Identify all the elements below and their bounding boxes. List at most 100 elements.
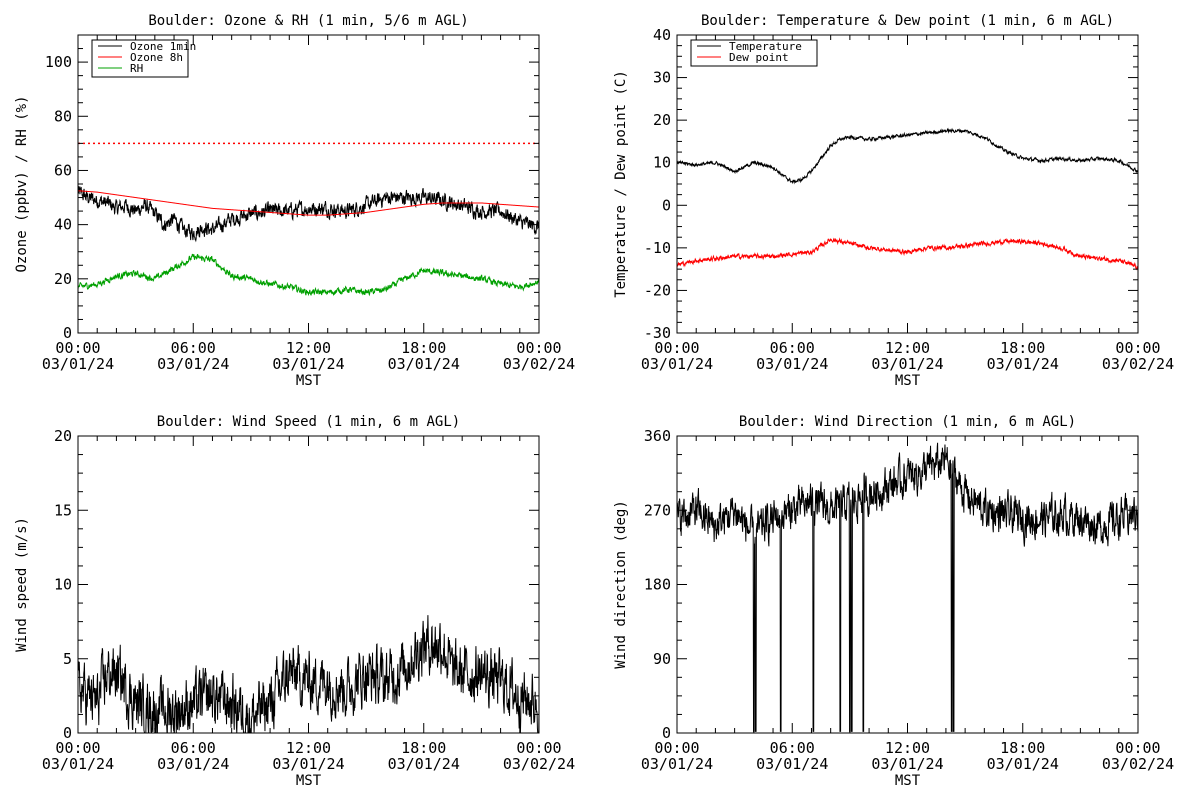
y-tick-label: 20	[54, 270, 72, 288]
x-tick-time-label: 00:00	[654, 739, 699, 757]
x-tick-time-label: 18:00	[1000, 339, 1045, 357]
x-tick-time-label: 00:00	[55, 739, 100, 757]
x-tick-time-label: 06:00	[770, 739, 815, 757]
series-line-trace	[676, 442, 1139, 732]
y-tick-label: 15	[54, 501, 72, 519]
plot-area	[77, 142, 540, 297]
legend-label-rh: RH	[130, 62, 143, 75]
y-tick-label: 0	[662, 724, 671, 742]
y-tick-label: 80	[54, 107, 72, 125]
chart-panel-3: Boulder: Wind Speed (1 min, 6 m AGL) 0 5 10…	[14, 414, 575, 789]
y-tick-label: 40	[653, 26, 671, 44]
y-tick-label: -10	[644, 239, 671, 257]
axes-frame	[77, 34, 540, 334]
y-tick-label: 0	[63, 324, 72, 342]
x-tick-date-label: 03/01/24	[388, 355, 460, 373]
y-tick-label: 100	[45, 53, 72, 71]
x-tick-date-label: 03/01/24	[987, 355, 1059, 373]
y-tick-label: 270	[644, 501, 671, 519]
y-tick-label: 40	[54, 216, 72, 234]
x-tick-date-label: 03/01/24	[756, 755, 828, 773]
x-tick-date-label: 03/01/24	[272, 355, 344, 373]
x-tick-date-label: 03/01/24	[987, 755, 1059, 773]
x-tick-time-label: 00:00	[516, 739, 561, 757]
x-tick-date-label: 03/01/24	[42, 755, 114, 773]
x-tick-time-label: 00:00	[55, 339, 100, 357]
y-tick-label: 0	[63, 724, 72, 742]
series-line-trace	[77, 615, 540, 734]
plot-area	[676, 127, 1139, 271]
x-axis-label: MST	[895, 773, 921, 789]
series-line-ozone-1min	[77, 186, 540, 243]
x-tick-time-label: 06:00	[171, 739, 216, 757]
x-tick-date-label: 03/01/24	[157, 755, 229, 773]
x-axis-label: MST	[296, 373, 322, 389]
x-tick-date-label: 03/01/24	[157, 355, 229, 373]
plot-area	[77, 615, 540, 734]
y-tick-label: 180	[644, 576, 671, 594]
x-tick-time-label: 18:00	[401, 339, 446, 357]
x-tick-time-label: 12:00	[286, 339, 331, 357]
chart-panel-1: Boulder: Ozone & RH (1 min, 5/6 m AGL) 0 2…	[14, 13, 575, 389]
y-tick-label: 10	[653, 154, 671, 172]
y-tick-label: 10	[54, 576, 72, 594]
y-tick-label: 20	[653, 111, 671, 129]
y-tick-label: -30	[644, 324, 671, 342]
x-tick-time-label: 00:00	[1115, 339, 1160, 357]
x-tick-time-label: 12:00	[286, 739, 331, 757]
x-tick-date-label: 03/01/24	[641, 755, 713, 773]
x-tick-date-label: 03/02/24	[503, 355, 575, 373]
series-line-temperature	[676, 127, 1139, 185]
chart-title: Boulder: Temperature & Dew point (1 min,…	[701, 13, 1114, 29]
x-tick-date-label: 03/02/24	[1102, 755, 1174, 773]
legend-box	[690, 39, 818, 67]
y-tick-label: 360	[644, 427, 671, 445]
x-tick-time-label: 00:00	[516, 339, 561, 357]
x-tick-time-label: 18:00	[401, 739, 446, 757]
legend-label-ozone-8h: Ozone 8h	[130, 51, 183, 64]
x-axis-label: MST	[296, 773, 322, 789]
chart-title: Boulder: Ozone & RH (1 min, 5/6 m AGL)	[148, 13, 468, 29]
legend-label-ozone-1min: Ozone 1min	[130, 40, 196, 53]
y-axis-label: Temperature / Dew point (C)	[613, 70, 629, 298]
chart-panel-2: Boulder: Temperature & Dew point (1 min,…	[613, 13, 1174, 389]
x-tick-time-label: 00:00	[1115, 739, 1160, 757]
chart-title: Boulder: Wind Direction (1 min, 6 m AGL)	[739, 414, 1076, 430]
legend-label-dew-point: Dew point	[729, 51, 789, 64]
x-tick-date-label: 03/01/24	[871, 355, 943, 373]
x-axis-label: MST	[895, 373, 921, 389]
y-tick-label: 20	[54, 427, 72, 445]
y-tick-label: 5	[63, 650, 72, 668]
x-tick-date-label: 03/02/24	[1102, 355, 1174, 373]
series-line-ozone-8h	[77, 190, 540, 216]
chart-title: Boulder: Wind Speed (1 min, 6 m AGL)	[157, 414, 460, 430]
y-axis-label: Wind direction (deg)	[613, 500, 629, 669]
x-tick-date-label: 03/01/24	[756, 355, 828, 373]
y-axis-label: Ozone (ppbv) / RH (%)	[14, 95, 30, 272]
y-tick-label: 30	[653, 69, 671, 87]
x-tick-time-label: 06:00	[770, 339, 815, 357]
x-tick-time-label: 18:00	[1000, 739, 1045, 757]
y-axis-label: Wind speed (m/s)	[14, 517, 30, 652]
x-tick-time-label: 06:00	[171, 339, 216, 357]
axes-frame	[676, 34, 1139, 334]
x-tick-date-label: 03/01/24	[871, 755, 943, 773]
x-tick-date-label: 03/02/24	[503, 755, 575, 773]
x-tick-time-label: 00:00	[654, 339, 699, 357]
x-tick-time-label: 12:00	[885, 339, 930, 357]
axes-frame	[676, 435, 1139, 734]
x-tick-time-label: 12:00	[885, 739, 930, 757]
chart-panel-4: Boulder: Wind Direction (1 min, 6 m AGL)…	[613, 414, 1174, 789]
series-line-rh	[77, 253, 540, 297]
x-tick-date-label: 03/01/24	[641, 355, 713, 373]
y-tick-label: 60	[54, 161, 72, 179]
y-tick-label: 0	[662, 196, 671, 214]
y-tick-label: 90	[653, 650, 671, 668]
x-tick-date-label: 03/01/24	[388, 755, 460, 773]
series-line-dew-point	[676, 237, 1139, 271]
legend-label-temperature: Temperature	[729, 40, 802, 53]
y-tick-label: -20	[644, 281, 671, 299]
